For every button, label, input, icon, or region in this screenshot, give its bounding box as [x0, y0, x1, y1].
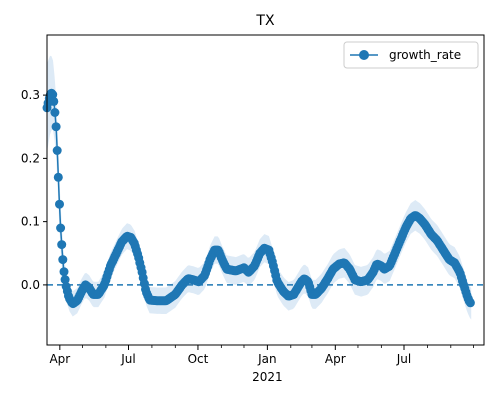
- series-layer: [42, 88, 475, 309]
- confidence-band-layer: [47, 55, 472, 320]
- data-point: [56, 223, 66, 233]
- data-point: [51, 122, 61, 132]
- data-point: [59, 267, 69, 277]
- data-point: [465, 298, 475, 308]
- data-point: [48, 90, 58, 100]
- y-tick-label: 0.3: [21, 88, 40, 102]
- legend-label: growth_rate: [389, 48, 461, 62]
- data-point: [52, 146, 62, 155]
- x-tick-label: Apr: [49, 352, 70, 366]
- data-point: [57, 240, 67, 250]
- x-year-label: 2021: [252, 370, 283, 384]
- x-tick-label: Jul: [120, 352, 135, 366]
- y-tick-label: 0.0: [21, 278, 40, 292]
- x-tick-label: Apr: [325, 352, 346, 366]
- axis-layer: 0.0 0.1 0.2 0.3 Apr Jul Oct Jan Apr Jul 2021: [21, 88, 474, 384]
- confidence-band: [47, 55, 472, 320]
- plot-frame: [46, 34, 485, 346]
- data-point: [50, 108, 60, 117]
- x-tick-label: Oct: [188, 352, 209, 366]
- legend-box: [343, 41, 479, 69]
- data-point: [58, 255, 68, 265]
- x-tick-label: Jan: [257, 352, 277, 366]
- legend: growth_rate: [343, 41, 479, 69]
- data-point: [60, 275, 70, 285]
- y-tick-label: 0.1: [21, 215, 40, 229]
- data-point: [55, 199, 64, 209]
- legend-marker-sample: [359, 50, 369, 60]
- data-point: [53, 172, 63, 182]
- x-tick-label: Jul: [396, 352, 411, 366]
- chart-title: TX: [255, 13, 275, 29]
- data-point: [49, 96, 59, 106]
- y-tick-label: 0.2: [21, 151, 40, 165]
